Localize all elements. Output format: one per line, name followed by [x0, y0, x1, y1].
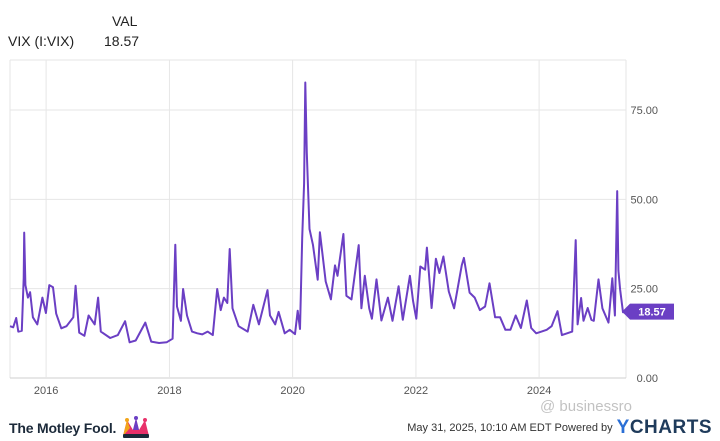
ycharts-logo-y: Y: [616, 417, 630, 438]
legend-column-header: VAL: [112, 13, 138, 29]
jester-cap-icon: [123, 416, 150, 438]
chart-series-layer: [9, 81, 627, 344]
chart-grid: [9, 59, 627, 379]
last-value-badge: [622, 303, 674, 320]
motley-fool-logo: The Motley Fool.: [9, 416, 153, 440]
series-line-vix: [9, 81, 627, 344]
chart-footer: The Motley Fool. May 31, 2025, 10:10 AM …: [0, 404, 720, 441]
ycharts-logo-rest: CHARTS: [629, 417, 712, 438]
y-tick-label: 25.00: [630, 284, 658, 296]
y-tick-label: 0.00: [637, 373, 658, 385]
watermark-text: @ businessro: [540, 398, 632, 415]
x-tick-label: 2020: [280, 385, 304, 397]
y-tick-label: 50.00: [630, 194, 658, 206]
x-tick-label: 2018: [157, 385, 181, 397]
footer-attribution: May 31, 2025, 10:10 AM EDT Powered by YC…: [407, 417, 712, 439]
y-tick-label: 75.00: [630, 105, 658, 117]
ycharts-logo: YCHARTS: [617, 417, 712, 439]
last-value-label: 18.57: [638, 307, 666, 319]
legend-series-value: 18.57: [104, 33, 140, 49]
legend-series-name: VIX (I:VIX): [8, 33, 75, 49]
last-value-badge-group: 18.57: [622, 303, 674, 320]
x-tick-label: 2024: [527, 385, 551, 397]
chart-timestamp: May 31, 2025, 10:10 AM EDT: [407, 422, 552, 434]
chart-axes: 2016 2018 2020 2022 2024 0.00 25.00 50.00 75.00: [34, 105, 658, 397]
powered-by-label: Powered by: [554, 422, 613, 434]
x-tick-label: 2016: [34, 385, 58, 397]
motley-fool-brand-text: The Motley Fool.: [9, 420, 117, 436]
x-tick-label: 2022: [404, 385, 428, 397]
